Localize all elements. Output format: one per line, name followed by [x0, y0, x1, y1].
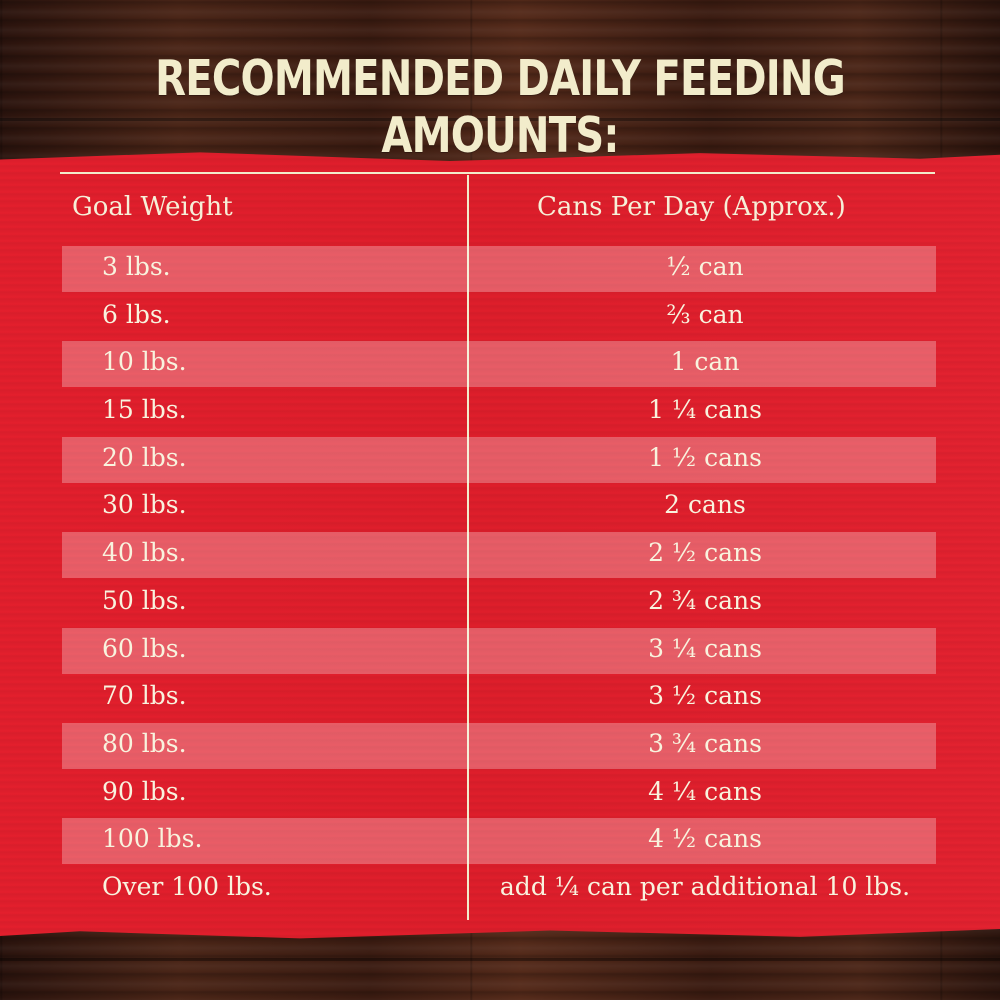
goal-weight-cell: 3 lbs. — [102, 252, 171, 281]
goal-weight-cell: 100 lbs. — [102, 824, 203, 854]
cans-per-day-cell: ⅔ can — [666, 299, 744, 329]
cans-per-day-header: Cans Per Day (Approx.) — [537, 192, 846, 222]
cans-per-day-cell: add ¼ can per additional 10 lbs. — [499, 871, 911, 901]
table-row: 60 lbs. 3 ¼ cans — [62, 627, 936, 676]
goal-weight-cell: 90 lbs. — [102, 776, 187, 806]
column-divider — [467, 175, 469, 920]
cans-per-day-cell: 3 ¼ cans — [648, 633, 762, 663]
table-row: 3 lbs. ½ can — [62, 246, 936, 294]
table-row: 90 lbs. 4 ¼ cans — [62, 771, 936, 819]
table-row: 40 lbs. 2 ½ cans — [62, 532, 936, 580]
goal-weight-cell: 30 lbs. — [102, 490, 187, 520]
cans-per-day-cell: 2 ½ cans — [648, 538, 762, 568]
goal-weight-cell: 10 lbs. — [102, 347, 187, 377]
table-row: 50 lbs. 2 ¾ cans — [62, 580, 936, 628]
goal-weight-cell: 20 lbs. — [102, 442, 187, 472]
cans-per-day-cell: 1 can — [670, 347, 740, 377]
table-row: 6 lbs. ⅔ can — [62, 294, 936, 342]
cans-per-day-cell: ½ can — [666, 252, 744, 281]
cans-per-day-cell: 1 ½ cans — [648, 442, 762, 472]
table-row: 10 lbs. 1 can — [62, 341, 936, 389]
table-row: 30 lbs. 2 cans — [62, 484, 936, 532]
cans-per-day-cell: 3 ½ cans — [648, 681, 762, 711]
feeding-table: 3 lbs. ½ can 6 lbs. ⅔ can 10 lbs. 1 can … — [62, 246, 936, 914]
wood-seam — [0, 118, 1000, 121]
goal-weight-header: Goal Weight — [72, 192, 233, 222]
goal-weight-cell: 40 lbs. — [102, 538, 187, 568]
goal-weight-cell: 70 lbs. — [102, 681, 187, 711]
goal-weight-cell: 6 lbs. — [102, 299, 171, 329]
cans-per-day-cell: 4 ½ cans — [648, 824, 762, 854]
cans-per-day-cell: 2 ¾ cans — [648, 585, 762, 615]
cans-per-day-cell: 2 cans — [664, 490, 746, 520]
table-row: 100 lbs. 4 ½ cans — [62, 818, 936, 866]
table-row: 70 lbs. 3 ½ cans — [62, 675, 936, 723]
table-row: 20 lbs. 1 ½ cans — [62, 436, 936, 485]
page-title: RECOMMENDED DAILY FEEDING AMOUNTS: — [155, 50, 846, 164]
goal-weight-cell: 80 lbs. — [102, 728, 187, 758]
goal-weight-cell: Over 100 lbs. — [102, 871, 272, 901]
table-row: Over 100 lbs. add ¼ can per additional 1… — [62, 866, 936, 914]
wood-seam — [0, 958, 1000, 961]
goal-weight-cell: 60 lbs. — [102, 633, 187, 663]
goal-weight-cell: 15 lbs. — [102, 395, 187, 425]
cans-per-day-cell: 4 ¼ cans — [648, 776, 762, 806]
header-rule — [60, 172, 935, 174]
cans-per-day-cell: 3 ¾ cans — [648, 728, 762, 758]
table-row: 15 lbs. 1 ¼ cans — [62, 389, 936, 437]
goal-weight-cell: 50 lbs. — [102, 585, 187, 615]
table-row: 80 lbs. 3 ¾ cans — [62, 722, 936, 771]
cans-per-day-cell: 1 ¼ cans — [648, 395, 762, 425]
feeding-table-banner — [0, 152, 1000, 939]
